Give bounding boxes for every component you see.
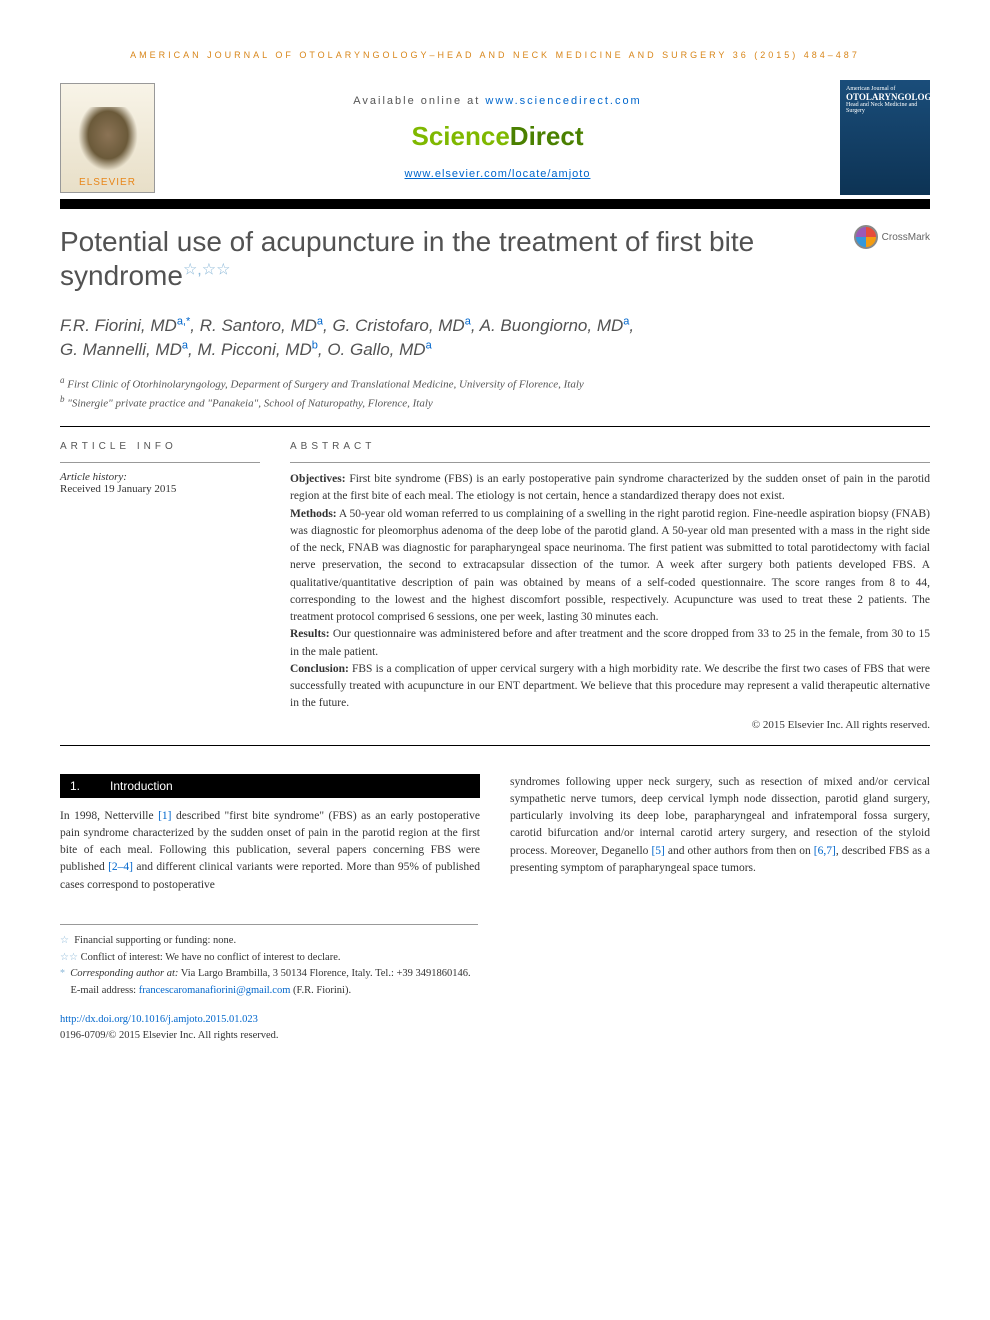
elsevier-label: ELSEVIER xyxy=(79,177,136,188)
sep4: , xyxy=(629,316,634,335)
ref-1[interactable]: [1] xyxy=(158,810,171,822)
sd-word-1: Science xyxy=(412,121,510,151)
cover-title: OTOLARYNGOLOGY xyxy=(846,92,924,102)
affiliation-a-text: First Clinic of Otorhinolaryngology, Dep… xyxy=(67,378,584,390)
abstract-label: ABSTRACT xyxy=(290,441,930,452)
section-1-heading: 1. Introduction xyxy=(60,774,480,798)
sciencedirect-logo: ScienceDirect xyxy=(175,121,820,152)
methods-head: Methods: xyxy=(290,508,337,520)
doi-block: http://dx.doi.org/10.1016/j.amjoto.2015.… xyxy=(60,1012,930,1044)
elsevier-tree-icon xyxy=(73,107,143,177)
affiliation-b: b "Sinergie" private practice and "Panak… xyxy=(60,393,930,412)
body-col-right: syndromes following upper neck surgery, … xyxy=(510,774,930,894)
corr-label: Corresponding author at: xyxy=(70,968,178,979)
info-abstract-row: ARTICLE INFO Article history: Received 1… xyxy=(60,441,930,731)
masthead: ELSEVIER Available online at www.science… xyxy=(60,80,930,195)
email-label: E-mail address: xyxy=(71,985,139,996)
crossmark-label: CrossMark xyxy=(882,232,930,243)
doi-link[interactable]: http://dx.doi.org/10.1016/j.amjoto.2015.… xyxy=(60,1014,258,1025)
email-suffix: (F.R. Fiorini). xyxy=(290,985,351,996)
article-info: ARTICLE INFO Article history: Received 1… xyxy=(60,441,260,731)
received-date: Received 19 January 2015 xyxy=(60,483,260,495)
author-list: F.R. Fiorini, MDa,*, R. Santoro, MDa, G.… xyxy=(60,314,930,362)
crossmark-icon xyxy=(854,225,878,249)
author-5: G. Mannelli, MD xyxy=(60,340,182,359)
abstract-copyright: © 2015 Elsevier Inc. All rights reserved… xyxy=(290,719,930,731)
footnote-coi: ☆☆ Conflict of interest: We have no conf… xyxy=(60,950,478,967)
title-row: Potential use of acupuncture in the trea… xyxy=(60,225,930,292)
crossmark-badge[interactable]: CrossMark xyxy=(854,225,930,249)
affiliation-a: a First Clinic of Otorhinolaryngology, D… xyxy=(60,374,930,393)
section-1-title: Introduction xyxy=(110,779,173,793)
rule-2 xyxy=(60,745,930,746)
t2b: and other authors from then on xyxy=(665,845,814,857)
corr-text: Via Largo Brambilla, 3 50134 Florence, I… xyxy=(178,968,470,979)
methods-text: A 50-year old woman referred to us compl… xyxy=(290,508,930,624)
journal-cover-thumb: American Journal of OTOLARYNGOLOGY Head … xyxy=(840,80,930,195)
elsevier-logo: ELSEVIER xyxy=(60,83,155,193)
abstract-body: Objectives: First bite syndrome (FBS) is… xyxy=(290,471,930,713)
t1a: In 1998, Netterville xyxy=(60,810,158,822)
sep2: , G. Cristofaro, MD xyxy=(323,316,465,335)
intro-para-left: In 1998, Netterville [1] described "firs… xyxy=(60,808,480,894)
sep6: , O. Gallo, MD xyxy=(318,340,426,359)
section-1-num: 1. xyxy=(70,779,80,793)
body-col-left: 1. Introduction In 1998, Netterville [1]… xyxy=(60,774,480,894)
affiliations: a First Clinic of Otorhinolaryngology, D… xyxy=(60,374,930,412)
abstract-divider xyxy=(290,462,930,463)
sep1: , R. Santoro, MD xyxy=(190,316,317,335)
title-footnote-stars: ☆,☆☆ xyxy=(183,261,230,278)
history-label: Article history: xyxy=(60,471,260,483)
separator-bar xyxy=(60,199,930,209)
running-head: AMERICAN JOURNAL OF OTOLARYNGOLOGY–HEAD … xyxy=(60,50,930,60)
author-1-affil[interactable]: a,* xyxy=(177,316,190,328)
objectives-text: First bite syndrome (FBS) is an early po… xyxy=(290,473,930,502)
footnotes: ☆ Financial supporting or funding: none.… xyxy=(60,924,478,1000)
article-title: Potential use of acupuncture in the trea… xyxy=(60,225,854,292)
rule-1 xyxy=(60,426,930,427)
footnote-corresponding: * Corresponding author at: Via Largo Bra… xyxy=(60,966,478,983)
footnote-email: E-mail address: francescaromanafiorini@g… xyxy=(60,983,478,1000)
abstract: ABSTRACT Objectives: First bite syndrome… xyxy=(290,441,930,731)
funding-text: Financial supporting or funding: none. xyxy=(74,935,236,946)
body-columns: 1. Introduction In 1998, Netterville [1]… xyxy=(60,774,930,894)
corresponding-email-link[interactable]: francescaromanafiorini@gmail.com xyxy=(139,985,291,996)
intro-para-right: syndromes following upper neck surgery, … xyxy=(510,774,930,878)
issn-copyright: 0196-0709/© 2015 Elsevier Inc. All right… xyxy=(60,1030,279,1041)
sep5: , M. Picconi, MD xyxy=(188,340,312,359)
article-info-label: ARTICLE INFO xyxy=(60,441,260,452)
conclusion-head: Conclusion: xyxy=(290,663,349,675)
journal-homepage-link[interactable]: www.elsevier.com/locate/amjoto xyxy=(405,168,591,180)
info-divider xyxy=(60,462,260,463)
coi-text: Conflict of interest: We have no conflic… xyxy=(81,952,341,963)
objectives-head: Objectives: xyxy=(290,473,346,485)
sd-word-2: Direct xyxy=(510,121,584,151)
cover-subtitle: Head and Neck Medicine and Surgery xyxy=(846,102,924,114)
author-1: F.R. Fiorini, MD xyxy=(60,316,177,335)
results-text: Our questionnaire was administered befor… xyxy=(290,628,930,657)
footnote-funding: ☆ Financial supporting or funding: none. xyxy=(60,933,478,950)
author-7-affil[interactable]: a xyxy=(426,339,432,351)
center-meta: Available online at www.sciencedirect.co… xyxy=(155,95,840,181)
available-prefix: Available online at xyxy=(353,95,485,107)
ref-6-7[interactable]: [6,7] xyxy=(814,845,836,857)
affiliation-b-text: "Sinergie" private practice and "Panakei… xyxy=(67,398,433,410)
ref-2-4[interactable]: [2–4] xyxy=(108,861,133,873)
sep3: , A. Buongiorno, MD xyxy=(471,316,623,335)
ref-5[interactable]: [5] xyxy=(651,845,664,857)
title-text: Potential use of acupuncture in the trea… xyxy=(60,226,754,291)
results-head: Results: xyxy=(290,628,330,640)
available-online-text: Available online at www.sciencedirect.co… xyxy=(175,95,820,107)
sciencedirect-link[interactable]: www.sciencedirect.com xyxy=(485,95,641,107)
conclusion-text: FBS is a complication of upper cervical … xyxy=(290,663,930,710)
